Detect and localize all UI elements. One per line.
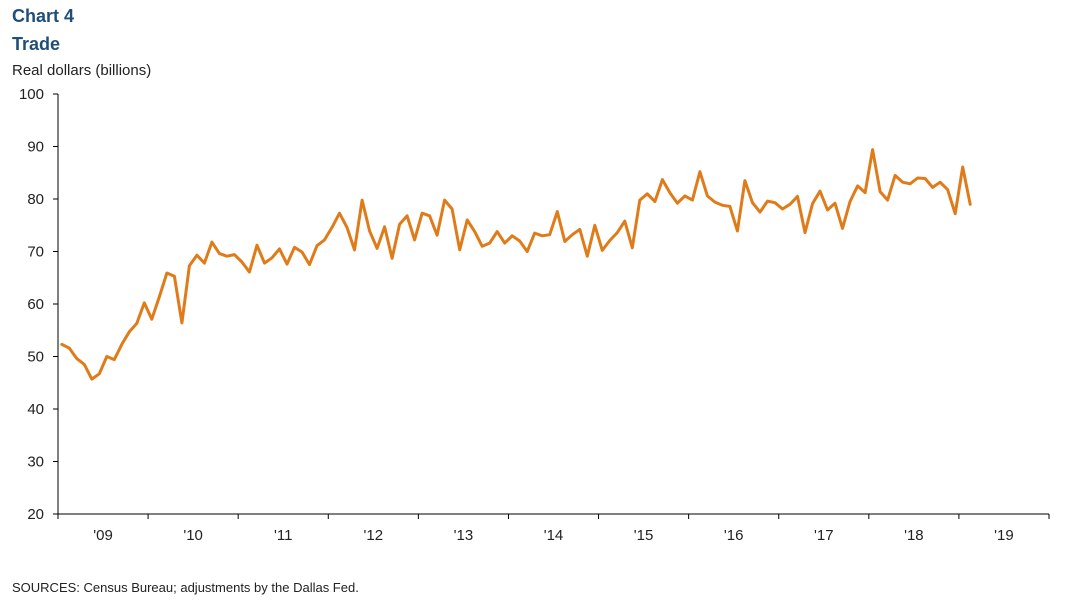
- x-tick-label: '14: [544, 527, 564, 544]
- x-tick-label: '16: [724, 527, 744, 544]
- chart-title: Trade: [12, 34, 61, 54]
- x-tick-label: '13: [454, 527, 474, 544]
- x-tick-label: '10: [183, 527, 203, 544]
- y-tick-label: 30: [27, 454, 44, 471]
- x-axis: '09 '10 '11 '12 '13 '14 '15 '16 '17 '18 '19: [57, 513, 1050, 544]
- y-tick-label: 40: [27, 401, 44, 418]
- y-tick-label: 60: [27, 296, 44, 313]
- source-note: SOURCES: Census Bureau; adjustments by t…: [12, 580, 359, 595]
- x-tick-label: '09: [93, 527, 113, 544]
- x-tick-label: '19: [994, 527, 1014, 544]
- x-tick-label: '18: [904, 527, 924, 544]
- x-tick-label: '11: [274, 527, 292, 544]
- y-tick-label: 20: [27, 506, 44, 523]
- y-tick-label: 70: [27, 244, 44, 261]
- series-line-0: [60, 148, 972, 381]
- x-tick-label: '12: [364, 527, 384, 544]
- y-axis: 20 30 40 50 60 70 80 90 100: [19, 86, 59, 523]
- y-tick-label: 90: [27, 139, 44, 156]
- y-axis-unit-label: Real dollars (billions): [12, 62, 152, 79]
- series-group: [60, 148, 972, 381]
- y-tick-label: 50: [27, 349, 44, 366]
- x-tick-label: '17: [814, 527, 834, 544]
- y-tick-label: 100: [19, 86, 44, 103]
- chart-number: Chart 4: [12, 6, 75, 26]
- x-tick-label: '15: [634, 527, 654, 544]
- y-tick-label: 80: [27, 191, 44, 208]
